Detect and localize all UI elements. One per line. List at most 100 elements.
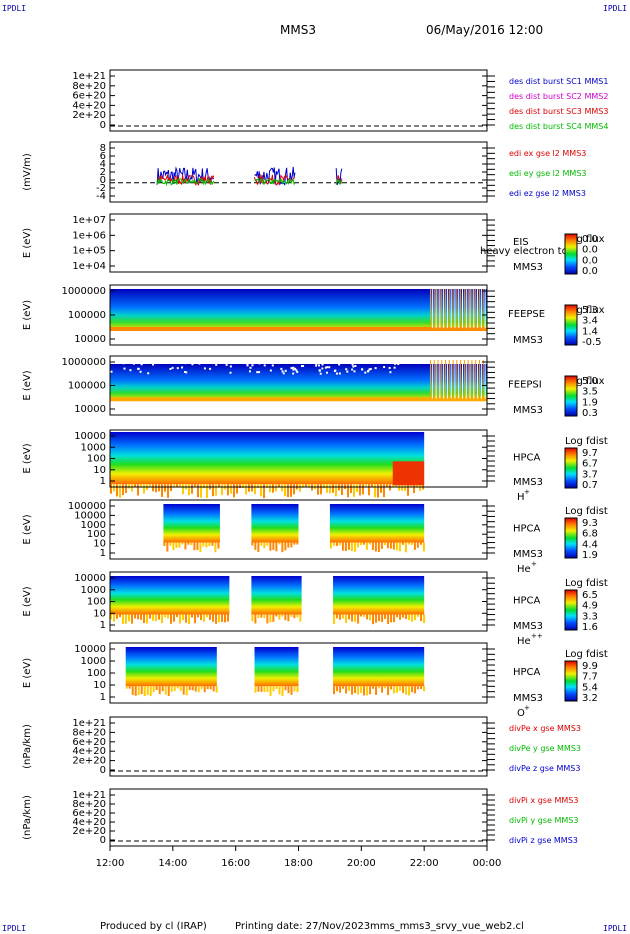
panel-des-dist-burst: des dist burst SC1 MMS1 des dist burst SC… — [72, 69, 608, 132]
spectrogram-tail — [422, 542, 425, 552]
spectrogram-tail — [131, 484, 133, 492]
spectrogram-tail — [254, 686, 257, 693]
spectrogram-tail — [414, 686, 417, 694]
spectrogram-tail — [405, 686, 408, 695]
spectrogram-tail — [395, 484, 397, 488]
spectrogram-tail — [128, 614, 130, 622]
spectrogram-tail — [211, 542, 214, 546]
spectrogram-tail — [191, 484, 193, 494]
spectrogram-tail — [387, 614, 390, 625]
spectrogram-tail — [284, 614, 287, 621]
spectrogram-tail — [269, 686, 272, 696]
spectrogram-gap — [282, 372, 285, 375]
edi-trace — [254, 178, 296, 186]
spectrogram-tail — [206, 614, 208, 618]
spectrogram-tail — [170, 686, 173, 692]
colorbar-tick-label: -0.5 — [582, 337, 602, 348]
y-tick-label: 8e+20 — [72, 727, 106, 738]
spectrogram-tail — [278, 614, 281, 620]
spectrogram-tail — [167, 484, 169, 498]
x-tick-label: 00:00 — [473, 858, 502, 869]
instrument-spacecraft: MMS3 — [513, 549, 543, 560]
spectrogram-gap — [378, 359, 381, 362]
y-tick-label: 1e+21 — [72, 71, 106, 82]
colorbar-tick-label: 9.9 — [582, 661, 598, 672]
spectrogram-tail — [368, 542, 371, 545]
spectrogram-tail — [342, 614, 345, 619]
spectrogram-gap — [345, 368, 348, 371]
spectrogram-tail — [342, 686, 345, 689]
spectrogram-tail — [329, 484, 331, 494]
spectrogram-tail — [354, 614, 357, 622]
spectrogram-tail — [263, 484, 265, 499]
spectrogram-block — [251, 504, 299, 543]
spectrogram-tail — [420, 614, 423, 622]
x-tick-label: 22:00 — [410, 858, 439, 869]
y-tick-label: 10000 — [74, 573, 106, 584]
spectrogram-gap — [279, 361, 282, 364]
spectrogram-tail — [272, 484, 274, 493]
colorbar-tick-label: 6.7 — [582, 459, 598, 470]
spectrogram-tail — [173, 686, 176, 691]
spectrogram-tail — [329, 542, 332, 549]
spectrogram-tail — [134, 686, 137, 696]
spectrogram-tail — [284, 686, 287, 691]
spectrogram-tail — [344, 542, 347, 551]
spectrogram-tail — [371, 484, 373, 487]
y-tick-label: -4 — [96, 191, 106, 202]
spectrogram-tail — [366, 614, 369, 620]
y-tick-label: 10 — [93, 539, 106, 550]
species-charge: ++ — [531, 632, 543, 640]
spectrogram-tail — [119, 614, 121, 618]
spectrogram-tail — [113, 614, 115, 622]
spectrogram-tail — [173, 484, 175, 487]
spectrogram-tail — [384, 686, 387, 689]
spectrogram-tail — [417, 686, 420, 690]
spectrogram-tail — [230, 484, 232, 494]
spectrogram-gap — [405, 361, 408, 364]
spectrogram-tail — [203, 614, 205, 622]
spectrogram-tail — [335, 484, 337, 497]
spectrogram-tail — [359, 484, 361, 496]
legend-entry: divPe x gse MMS3 — [509, 724, 581, 733]
spectrogram-tail — [254, 614, 257, 624]
spectrogram-tail — [215, 614, 217, 624]
spectrogram-tail — [411, 686, 414, 693]
y-tick-label: 6 — [100, 151, 106, 162]
corner-label-tr: IPDLI — [603, 4, 627, 13]
spectrogram-tail — [224, 614, 226, 623]
edi-trace — [156, 166, 215, 185]
y-tick-label: 8e+20 — [72, 799, 106, 810]
spectrogram-tail — [336, 614, 339, 619]
spectrogram-tail — [125, 686, 128, 689]
colorbar-tick-label: 6.5 — [582, 590, 598, 601]
colorbar-tick-label: 0.0 — [582, 245, 598, 256]
spectrogram-gap — [147, 359, 150, 362]
spectrogram-tail — [182, 484, 184, 495]
spectrogram-gap — [328, 366, 331, 369]
spectrogram-gap — [119, 361, 122, 364]
spectrogram-tail — [383, 484, 385, 498]
spectrogram-tail — [200, 484, 202, 498]
spectrogram-tail — [410, 542, 413, 545]
spectrogram-tail — [299, 484, 301, 492]
spectrogram-tail — [194, 686, 197, 692]
spectrogram-gap — [281, 370, 284, 373]
spectrogram-tail — [197, 484, 199, 498]
spectrogram-tail — [272, 614, 275, 622]
instrument-spacecraft: MMS3 — [513, 405, 543, 416]
spectrogram-gap — [256, 371, 259, 374]
spectrogram-gap — [318, 364, 321, 367]
y-axis-label: E (eV) — [22, 514, 33, 544]
spectrogram-tail — [275, 614, 278, 617]
panel-feeps-e-data — [110, 289, 487, 331]
legend-entry: des dist burst SC4 MMS4 — [509, 122, 608, 131]
spectrogram-tail — [263, 614, 266, 619]
spectrogram-tail — [411, 614, 414, 622]
spectrogram-gap — [139, 370, 142, 373]
species-charge: + — [524, 488, 530, 496]
y-tick-label: -2 — [96, 183, 106, 194]
spectrogram-gap — [129, 360, 132, 363]
spectrogram-tail — [221, 614, 223, 622]
spectrogram-low-energy-band — [110, 397, 487, 402]
